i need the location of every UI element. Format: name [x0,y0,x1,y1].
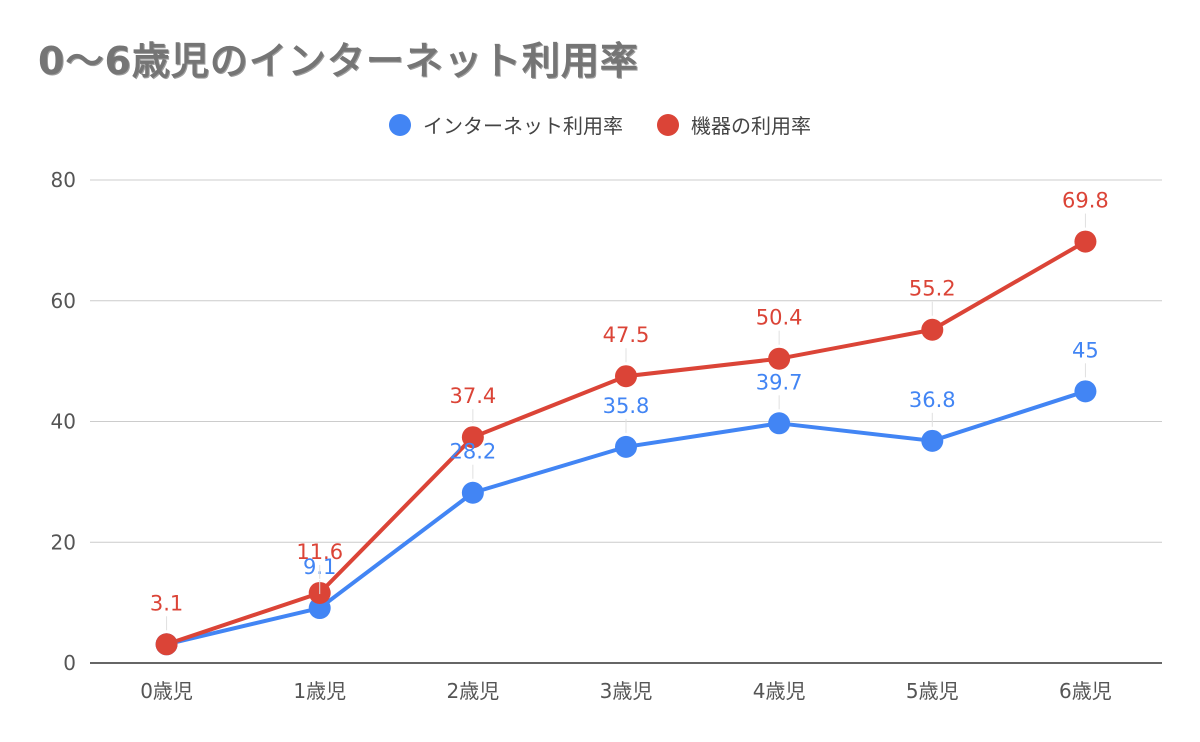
legend-marker-internet [389,113,411,136]
y-tick-label: 20 [51,530,76,554]
x-tick-label: 6歳児 [1059,679,1112,703]
series-points [155,230,1097,656]
y-axis-ticks: 0 20 40 60 80 [51,168,76,675]
legend-item-device[interactable]: 機器の利用率 [657,110,811,139]
x-tick-label: 1歳児 [293,679,346,703]
data-label-s0-5: 36.8 [909,388,956,412]
data-label-s0-2: 28.2 [449,440,496,464]
chart-legend: インターネット利用率 機器の利用率 [0,110,1200,139]
legend-item-internet[interactable]: インターネット利用率 [389,110,623,139]
x-tick-label: 2歳児 [446,679,499,703]
data-label-s1-3: 47.5 [603,323,650,347]
chart-title: 0〜6歳児のインターネット利用率 [38,39,639,83]
x-tick-label: 5歳児 [906,679,959,703]
legend-label-device: 機器の利用率 [691,114,811,138]
legend-label-internet: インターネット利用率 [423,114,623,138]
y-tick-label: 0 [63,651,76,675]
data-point-s1-4[interactable] [768,347,791,370]
data-point-s1-5[interactable] [921,318,944,341]
data-point-s0-4[interactable] [768,412,791,435]
data-point-s1-2[interactable] [461,426,484,449]
x-tick-label: 0歳児 [140,679,193,703]
x-axis-ticks: 0歳児 1歳児 2歳児 3歳児 4歳児 5歳児 6歳児 [140,679,1112,703]
y-tick-label: 40 [51,410,76,434]
data-point-s1-0[interactable] [155,633,178,656]
data-point-s0-6[interactable] [1074,380,1097,403]
data-label-s1-0: 3.1 [150,591,183,615]
data-label-s0-4: 39.7 [756,370,803,394]
data-labels: 9.128.235.839.736.8453.111.637.447.550.4… [150,189,1109,631]
data-label-s1-4: 50.4 [756,306,803,330]
data-point-s0-1[interactable] [308,597,331,620]
data-label-s0-3: 35.8 [603,394,650,418]
data-label-s1-5: 55.2 [909,277,956,301]
data-point-s0-2[interactable] [461,481,484,504]
y-tick-label: 60 [51,289,76,313]
data-label-s1-1: 11.6 [296,540,343,564]
data-point-s1-6[interactable] [1074,230,1097,253]
data-point-s0-5[interactable] [921,429,944,452]
legend-marker-device [657,113,679,136]
data-label-s0-6: 45 [1072,338,1099,362]
x-tick-label: 4歳児 [753,679,806,703]
x-tick-label: 3歳児 [600,679,653,703]
data-point-s1-3[interactable] [615,365,637,388]
y-tick-label: 80 [51,168,76,192]
data-point-s0-3[interactable] [615,435,637,458]
data-label-s1-2: 37.4 [449,384,496,408]
data-label-s1-6: 69.8 [1062,189,1109,213]
